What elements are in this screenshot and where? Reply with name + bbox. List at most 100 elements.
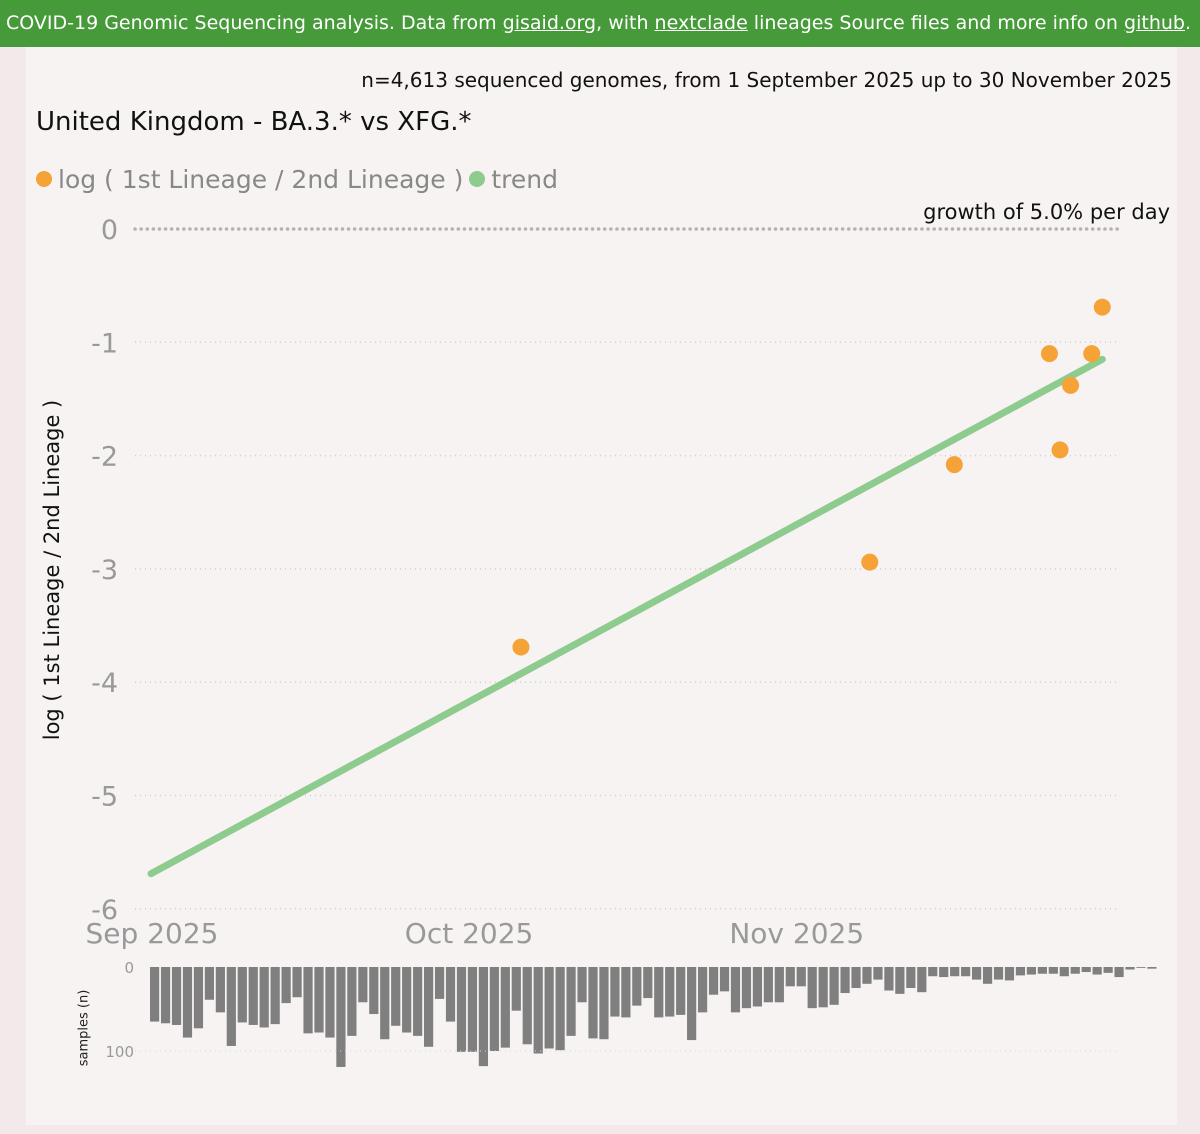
samples-bar xyxy=(413,967,423,1036)
samples-bar xyxy=(1114,967,1124,978)
gisaid-link[interactable]: gisaid.org xyxy=(502,12,597,34)
samples-bar xyxy=(369,967,379,1015)
samples-bar xyxy=(544,967,554,1049)
samples-bar xyxy=(895,967,905,994)
samples-bar xyxy=(336,967,346,1067)
samples-bar xyxy=(752,967,762,1007)
samples-bar xyxy=(1015,967,1026,976)
samples-bar xyxy=(851,967,861,988)
samples-bar xyxy=(193,967,204,1029)
samples-bar xyxy=(939,967,949,978)
samples-bar xyxy=(698,967,708,1013)
y-tick-label: -5 xyxy=(91,782,118,813)
chart-subtitle: n=4,613 sequenced genomes, from 1 Septem… xyxy=(361,68,1172,92)
samples-bar xyxy=(1070,967,1080,974)
growth-annotation: growth of 5.0% per day xyxy=(923,200,1170,224)
nextclade-link[interactable]: nextclade xyxy=(654,12,748,34)
samples-bar xyxy=(610,967,620,1017)
samples-bar xyxy=(358,967,368,1003)
y-tick-label: 0 xyxy=(101,215,118,246)
samples-bar xyxy=(818,967,828,1008)
data-point xyxy=(1040,345,1058,363)
y-tick-label: -3 xyxy=(91,555,118,586)
samples-bar xyxy=(982,967,993,984)
trend-line xyxy=(147,355,1106,878)
samples-bar xyxy=(884,967,894,991)
samples-bar xyxy=(993,967,1004,980)
samples-bar xyxy=(182,967,193,1038)
samples-bar xyxy=(402,967,412,1033)
samples-bar xyxy=(1004,967,1015,981)
data-point xyxy=(1083,345,1101,363)
banner-text-end: . xyxy=(1184,12,1192,34)
chart-title: United Kingdom - BA.3.* vs XFG.* xyxy=(36,107,472,137)
samples-bar xyxy=(237,967,247,1023)
samples-bar xyxy=(434,967,445,999)
samples-bar xyxy=(928,967,938,977)
legend-dot-green xyxy=(469,171,486,187)
github-link[interactable]: github xyxy=(1124,12,1185,34)
x-tick-label: Nov 2025 xyxy=(729,917,864,950)
banner-text-mid: , with xyxy=(596,12,655,34)
legend: log ( 1st Lineage / 2nd Lineage ) trend xyxy=(36,163,564,195)
samples-bar xyxy=(303,967,313,1034)
samples-bar xyxy=(424,967,434,1047)
samples-bar xyxy=(204,967,214,1000)
y-tick-label: -2 xyxy=(91,442,118,473)
samples-bar xyxy=(511,967,521,1011)
samples-bar xyxy=(906,967,916,988)
legend-dot-orange xyxy=(36,171,52,187)
samples-bar xyxy=(719,967,730,992)
samples-bar xyxy=(829,967,839,1005)
samples-bar xyxy=(391,967,401,1026)
samples-bar xyxy=(687,967,697,1041)
samples-bar xyxy=(917,967,927,993)
samples-bar xyxy=(500,967,510,1048)
samples-bar xyxy=(577,967,587,1003)
samples-bar xyxy=(1125,967,1135,970)
legend-label-trend: trend xyxy=(491,164,558,194)
samples-bar xyxy=(785,967,795,987)
samples-bar xyxy=(588,967,598,1039)
legend-item-trend[interactable]: trend xyxy=(469,165,558,194)
legend-item-log-ratio[interactable]: log ( 1st Lineage / 2nd Lineage ) xyxy=(36,165,463,194)
samples-bar xyxy=(961,967,971,977)
data-point xyxy=(512,638,530,656)
y-tick-label: -1 xyxy=(91,328,118,359)
x-tick-label: Oct 2025 xyxy=(405,917,534,950)
samples-bar xyxy=(380,967,390,1040)
samples-bar xyxy=(774,967,784,1003)
samples-bar xyxy=(632,967,642,1006)
samples-bar xyxy=(741,967,752,1009)
legend-label-log-ratio: log ( 1st Lineage / 2nd Lineage ) xyxy=(58,164,464,194)
y-tick-label: -6 xyxy=(91,895,118,926)
samples-bar xyxy=(796,967,806,987)
samples-bar xyxy=(665,967,675,1017)
banner: COVID-19 Genomic Sequencing analysis. Da… xyxy=(0,0,1200,47)
samples-bar xyxy=(1037,967,1047,974)
samples-bar xyxy=(972,967,982,980)
samples-bar xyxy=(292,967,302,998)
samples-bar xyxy=(1026,967,1036,975)
samples-bar xyxy=(270,967,280,1025)
samples-bar xyxy=(708,967,719,995)
samples-bar xyxy=(489,967,499,1051)
samples-bar xyxy=(160,967,171,1024)
samples-bar xyxy=(555,967,565,1051)
samples-bar xyxy=(171,967,182,1025)
samples-bar xyxy=(314,967,324,1033)
samples-tick-label: 0 xyxy=(124,959,134,977)
samples-bar xyxy=(730,967,741,1013)
samples-bar xyxy=(1092,967,1102,975)
samples-bar xyxy=(325,967,335,1038)
samples-bar xyxy=(226,967,236,1046)
samples-bar xyxy=(1048,967,1058,974)
samples-bar xyxy=(445,967,456,1022)
samples-bar xyxy=(522,967,532,1045)
samples-bar xyxy=(950,967,960,977)
banner-text-suffix: lineages Source files and more info on xyxy=(747,12,1125,34)
chart-panel xyxy=(26,47,1177,1125)
samples-bar xyxy=(873,967,883,980)
samples-bar xyxy=(1059,967,1069,977)
